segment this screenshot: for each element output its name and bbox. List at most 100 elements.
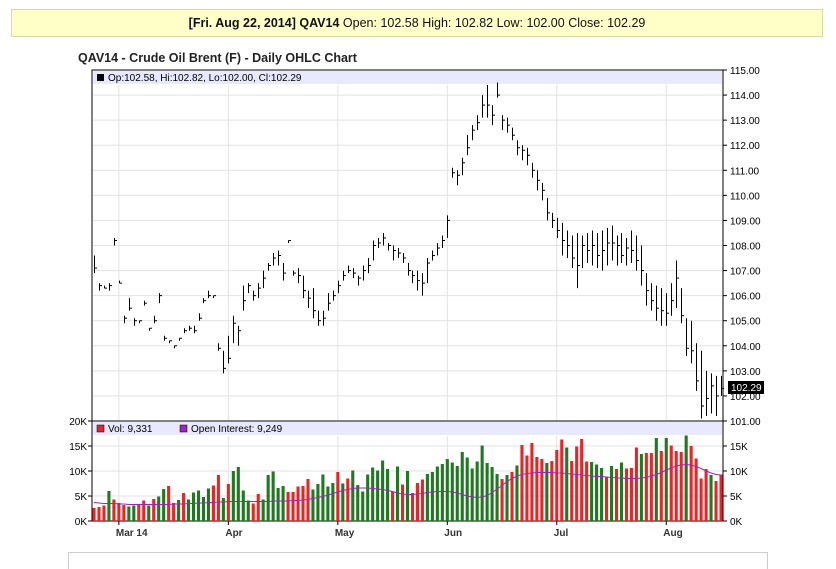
volume-bar <box>485 463 489 521</box>
volume-bar <box>107 491 111 521</box>
volume-bar <box>525 455 529 521</box>
volume-bar <box>102 505 106 521</box>
volume-bar <box>271 471 275 521</box>
volume-bar <box>415 483 419 521</box>
volume-bar <box>619 462 624 521</box>
volume-bar <box>649 453 653 521</box>
open-interest-line <box>93 463 722 505</box>
volume-bar <box>92 508 96 521</box>
volume-bar <box>629 468 633 521</box>
info-date: [Fri. Aug 22, 2014] <box>188 16 296 30</box>
volume-bar <box>704 469 708 521</box>
date-tick-label: May <box>335 528 355 539</box>
volume-bar <box>211 485 215 521</box>
volume-bar <box>241 490 245 521</box>
price-axis: 101.00 102.00 103.00 104.00 105.00 106.00 107.… <box>723 66 761 428</box>
volume-bar <box>475 461 479 521</box>
volume-bar <box>445 459 449 521</box>
volume-bar <box>112 499 116 521</box>
volume-bar <box>689 446 693 521</box>
volume-bar <box>470 468 474 521</box>
volume-bar <box>196 490 201 521</box>
ohlc-info-bar: [Fri. Aug 22, 2014] QAV14 Open: 102.58 H… <box>11 9 823 37</box>
volume-bar <box>172 503 176 521</box>
volume-bar <box>510 472 514 521</box>
volume-bar <box>490 467 494 521</box>
volume-bar <box>296 486 300 521</box>
volume-bar <box>376 470 380 521</box>
volume-bar <box>261 499 265 521</box>
volume-bar <box>515 465 519 521</box>
volume-bar <box>301 486 305 521</box>
volume-bar <box>600 468 604 521</box>
volume-bar <box>221 498 225 521</box>
volume-bar <box>500 479 504 521</box>
volume-bar <box>585 461 589 521</box>
price-tick-label: 104.00 <box>730 342 761 353</box>
info-low: 102.00 <box>526 16 565 30</box>
date-tick-label: Mar 14 <box>116 528 148 539</box>
date-tick-label: Jun <box>444 528 462 539</box>
info-close: 102.29 <box>607 16 646 30</box>
info-high-label: High: <box>422 16 452 30</box>
volume-bar <box>435 466 439 521</box>
date-tick-label: Apr <box>225 528 242 539</box>
price-tick-label: 108.00 <box>730 242 761 253</box>
volume-bar <box>530 443 534 521</box>
volume-bar <box>276 488 280 521</box>
price-tick-label: 112.00 <box>730 141 760 152</box>
volume-bar <box>550 461 554 521</box>
volume-right-tick-label: 10K <box>730 467 748 478</box>
price-tick-label: 103.00 <box>730 367 761 378</box>
volume-bar <box>694 458 698 521</box>
volume-legend-band <box>93 422 722 435</box>
volume-bar <box>132 505 136 521</box>
volume-bar <box>699 478 703 521</box>
volume-bar <box>191 492 196 521</box>
price-tick-label: 101.00 <box>730 417 761 428</box>
price-legend: Op:102.58, Hi:102.82, Lo:102.00, Cl:102.… <box>108 73 302 84</box>
volume-right-tick-label: 15K <box>730 442 748 453</box>
volume-bar <box>575 446 579 521</box>
volume-bar <box>495 474 499 521</box>
volume-bar <box>127 506 131 521</box>
price-tick-label: 102.00 <box>730 392 761 403</box>
volume-bar <box>520 445 524 521</box>
volume-bar <box>425 474 429 521</box>
volume-bar <box>570 461 574 521</box>
volume-right-tick-label: 0K <box>730 517 743 528</box>
volume-bar <box>366 474 370 521</box>
volume-bar <box>206 488 210 521</box>
info-open: 102.58 <box>380 16 419 30</box>
volume-bar <box>182 493 186 521</box>
volume-bar <box>605 477 609 521</box>
volume-bar <box>405 471 410 521</box>
volume-bar <box>177 500 181 521</box>
volume-left-tick-label: 15K <box>69 442 87 453</box>
volume-bar <box>291 492 295 521</box>
price-tick-label: 113.00 <box>730 116 760 127</box>
volume-bar <box>460 452 464 521</box>
volume-bar <box>440 464 444 521</box>
volume-bar <box>341 483 345 521</box>
ohlc-bars <box>94 82 724 419</box>
volume-bar <box>216 475 220 521</box>
chart-title: QAV14 - Crude Oil Brent (F) - Daily OHLC… <box>78 51 357 65</box>
volume-bar <box>624 468 628 521</box>
volume-bar <box>316 484 320 521</box>
volume-bar <box>117 503 121 521</box>
volume-bar <box>565 447 569 521</box>
volume-bar <box>231 471 235 521</box>
volume-bar <box>137 505 141 521</box>
volume-left-tick-label: 0K <box>75 517 88 528</box>
volume-bar <box>560 439 564 521</box>
volume-bar <box>142 500 146 521</box>
volume-bar <box>719 474 723 521</box>
volume-left-tick-label: 20K <box>69 417 87 428</box>
volume-bar <box>326 486 330 521</box>
volume-bars <box>92 435 723 521</box>
vol-legend: Vol: 9,331 <box>108 424 153 435</box>
volume-bar <box>634 447 638 521</box>
vol-legend-swatch <box>96 424 105 433</box>
